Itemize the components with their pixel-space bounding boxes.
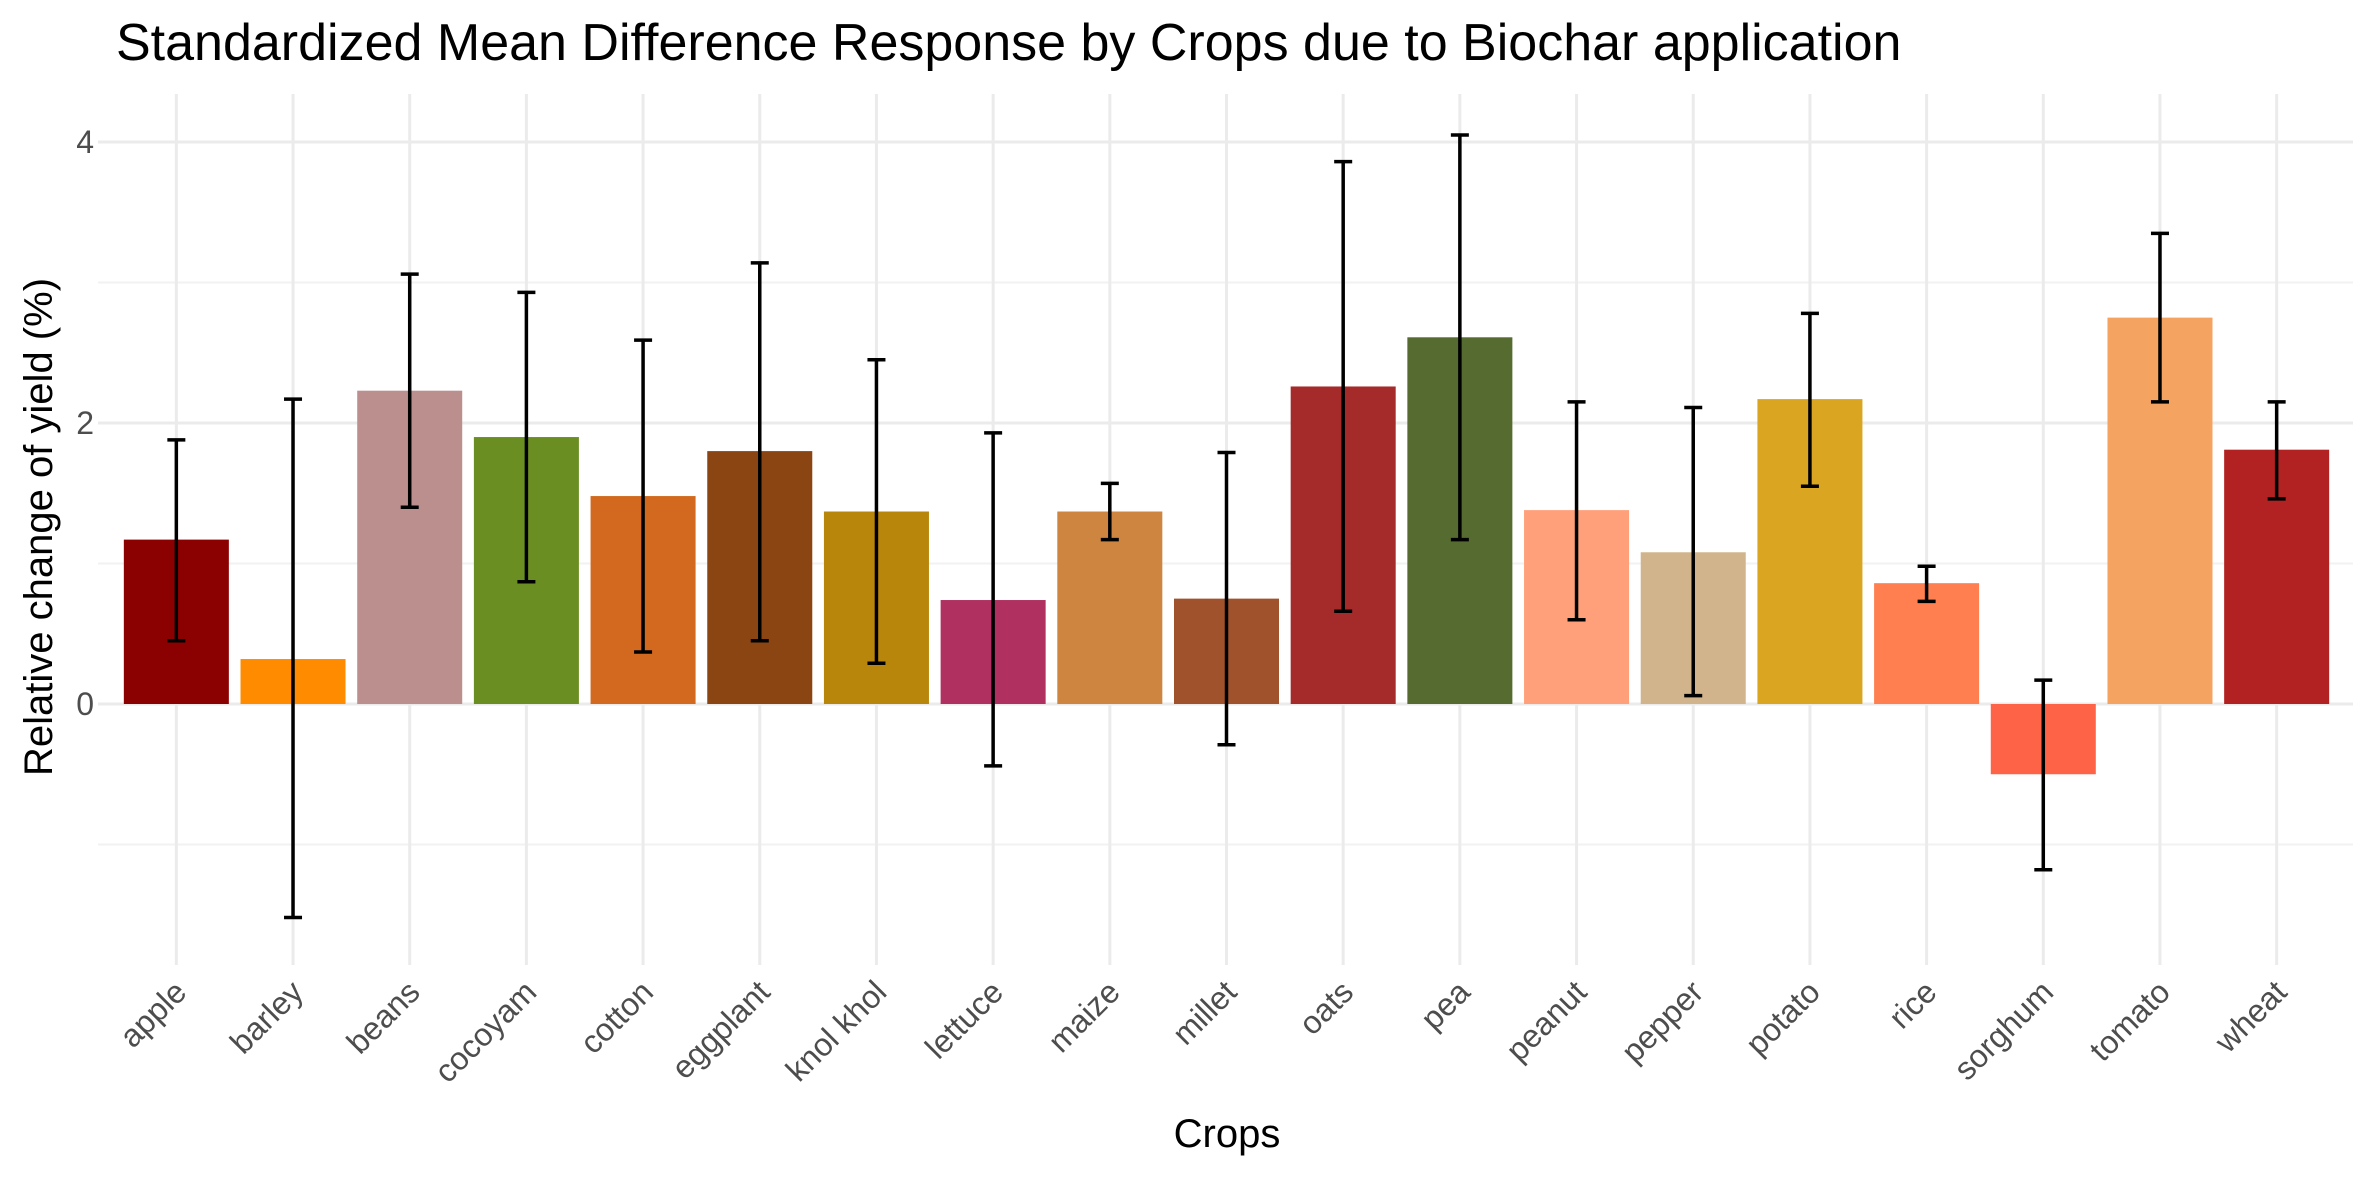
y-tick-label: 0 bbox=[76, 686, 94, 722]
x-tick-label: knol khol bbox=[779, 973, 894, 1088]
error-bar-millet bbox=[1217, 450, 1236, 747]
error-bar-sorghum bbox=[2034, 678, 2053, 872]
x-tick-label: lettuce bbox=[918, 973, 1010, 1065]
error-bar-maize bbox=[1100, 481, 1119, 542]
x-axis-ticks: apple barley beans cocoyam cotton eggplant kno… bbox=[112, 973, 2293, 1089]
error-bar-cotton bbox=[634, 338, 653, 654]
y-tick-label: 4 bbox=[76, 124, 94, 160]
error-bar-wheat bbox=[2267, 400, 2286, 501]
x-tick-label: pepper bbox=[1614, 973, 1710, 1069]
x-tick-label: oats bbox=[1292, 973, 1360, 1041]
error-bar-barley bbox=[284, 397, 303, 920]
x-tick-label: cocoyam bbox=[427, 973, 543, 1089]
x-tick-label: wheat bbox=[2207, 973, 2294, 1060]
error-bar-eggplant bbox=[750, 261, 769, 643]
x-axis-title: Crops bbox=[1174, 1112, 1281, 1156]
x-tick-label: barley bbox=[223, 973, 310, 1060]
error-bar-pepper bbox=[1684, 405, 1703, 698]
x-tick-label: tomato bbox=[2082, 973, 2177, 1068]
x-tick-label: pea bbox=[1414, 973, 1477, 1036]
y-tick-label: 2 bbox=[76, 405, 94, 441]
error-bar-pea bbox=[1450, 133, 1469, 542]
error-bar-potato bbox=[1800, 311, 1819, 488]
error-bar-peanut bbox=[1567, 400, 1586, 622]
error-bar-rice bbox=[1917, 564, 1936, 604]
bar-maize bbox=[1057, 511, 1163, 704]
x-tick-label: peanut bbox=[1499, 973, 1594, 1068]
x-tick-label: eggplant bbox=[664, 973, 776, 1085]
chart-title: Standardized Mean Difference Response by… bbox=[116, 14, 1901, 72]
x-tick-label: apple bbox=[112, 973, 193, 1054]
x-tick-label: beans bbox=[340, 973, 427, 1060]
x-tick-label: potato bbox=[1739, 973, 1827, 1061]
x-tick-label: sorghum bbox=[1947, 973, 2060, 1086]
error-bar-oats bbox=[1334, 159, 1353, 614]
x-tick-label: cotton bbox=[573, 973, 660, 1060]
y-axis-ticks: 0 2 4 bbox=[76, 124, 94, 722]
error-bar-apple bbox=[167, 438, 186, 643]
error-bar-lettuce bbox=[984, 431, 1003, 768]
x-tick-label: rice bbox=[1882, 973, 1944, 1035]
error-bar-knol-khol bbox=[867, 358, 886, 666]
y-axis-title: Relative change of yield (%) bbox=[17, 278, 61, 776]
error-bars bbox=[167, 133, 2286, 920]
x-tick-label: maize bbox=[1041, 973, 1127, 1059]
bar-rice bbox=[1874, 583, 1980, 704]
error-bar-cocoyam bbox=[517, 290, 536, 584]
x-tick-label: millet bbox=[1165, 973, 1243, 1051]
error-bar-tomato bbox=[2150, 231, 2169, 404]
error-bar-beans bbox=[400, 272, 419, 510]
